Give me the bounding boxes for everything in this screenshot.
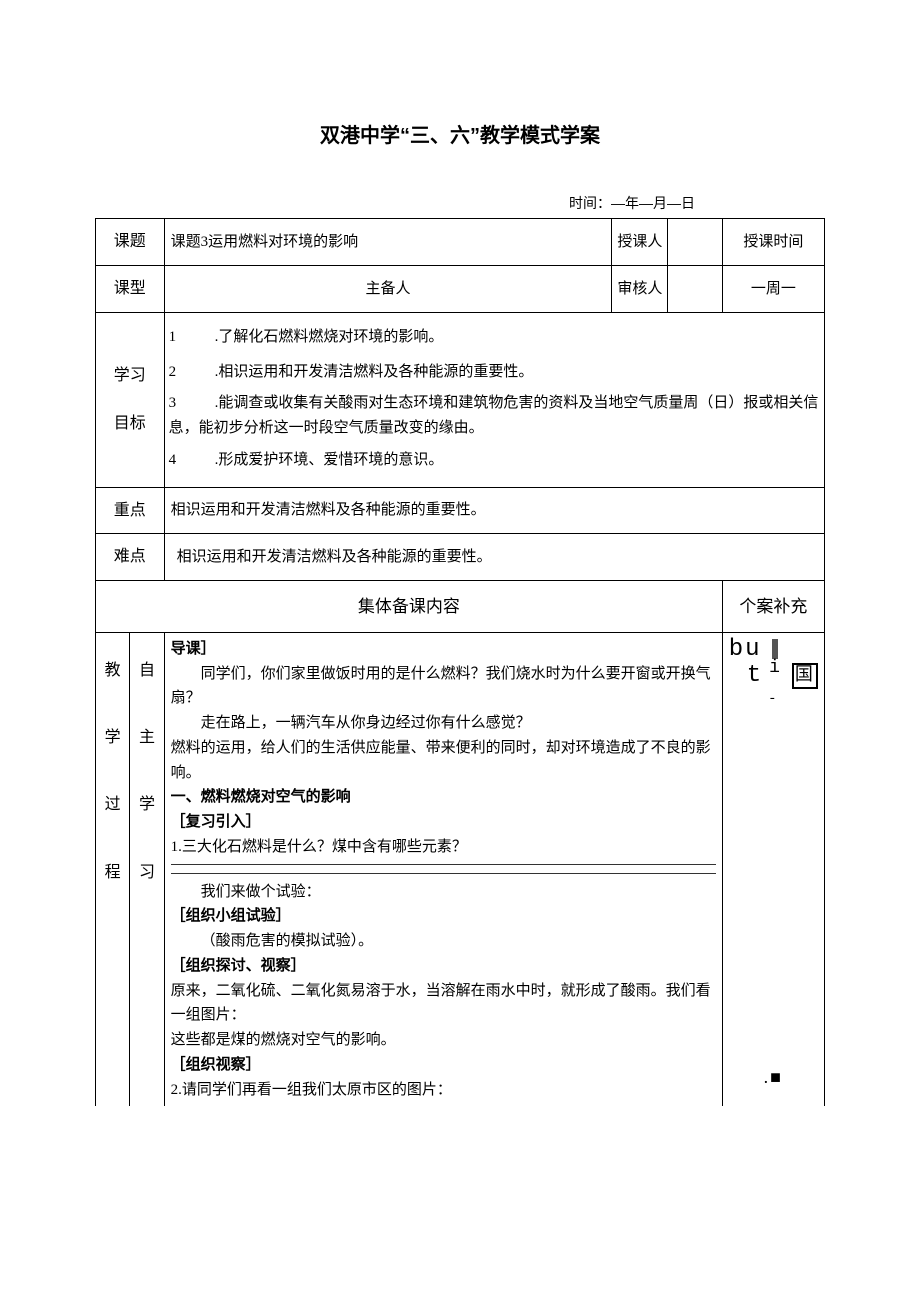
observe-q2: 2.请同学们再看一组我们太原市区的图片： bbox=[171, 1082, 452, 1098]
row-type: 课型 主备人 审核人 一周一 bbox=[96, 265, 825, 312]
dot-square-glyph: .■ bbox=[764, 1063, 783, 1092]
week-value: 一周一 bbox=[722, 265, 824, 312]
intro-header: 导课］ bbox=[171, 641, 216, 657]
topic-value: 课题3运用燃料对环境的影响 bbox=[164, 219, 612, 266]
row-section-header: 集体备课内容 个案补充 bbox=[96, 580, 825, 632]
topic-label: 课题 bbox=[96, 219, 165, 266]
intro-line2: 走在路上，一辆汽车从你身边经过你有什么感觉？ bbox=[171, 711, 716, 736]
reviewer-value bbox=[668, 265, 722, 312]
page-title: 双港中学“三、六”教学模式学案 bbox=[95, 120, 825, 152]
box-glyph: 国 bbox=[792, 663, 818, 689]
sec1-title: 一、燃料燃烧对空气的影响 bbox=[171, 789, 351, 805]
row-objectives: 学习 目标 1.了解化石燃料燃烧对环境的影响。 2.相识运用和开发清洁燃料及各种… bbox=[96, 312, 825, 487]
separator-line bbox=[171, 864, 716, 874]
exp-desc: （酸雨危害的模拟试验）。 bbox=[171, 929, 716, 954]
supplement-content: bu t i 国 - .■ bbox=[722, 632, 824, 1106]
row-content: 教 学 过 程 自 主 学 习 导课］ 同学们，你们家里做饭时用的是什么燃料？我… bbox=[96, 632, 825, 1106]
discuss-line2: 这些都是煤的燃烧对空气的影响。 bbox=[171, 1032, 396, 1048]
exp-header: ［组织小组试验］ bbox=[171, 908, 291, 924]
supp-header: 个案补充 bbox=[722, 580, 824, 632]
difficulty-label: 难点 bbox=[96, 534, 165, 581]
teacher-value bbox=[668, 219, 722, 266]
main-content: 导课］ 同学们，你们家里做饭时用的是什么燃料？我们烧水时为什么要开窗或开换气扇？… bbox=[164, 632, 722, 1106]
observe-header: ［组织视察］ bbox=[171, 1057, 261, 1073]
difficulty-text: 相识运用和开发清洁燃料及各种能源的重要性。 bbox=[164, 534, 824, 581]
intro-line1: 同学们，你们家里做饭时用的是什么燃料？我们烧水时为什么要开窗或开换气扇？ bbox=[171, 662, 716, 712]
reviewer-label: 审核人 bbox=[612, 265, 668, 312]
lesson-plan-table: 课题 课题3运用燃料对环境的影响 授课人 授课时间 课型 主备人 审核人 一周一… bbox=[95, 218, 825, 1106]
vert-right: 自 主 学 习 bbox=[130, 632, 164, 1106]
row-keypoint: 重点 相识运用和开发清洁燃料及各种能源的重要性。 bbox=[96, 487, 825, 534]
main-prep-label: 主备人 bbox=[164, 265, 612, 312]
intro-line3: 燃料的运用，给人们的生活供应能量、带来便利的同时，却对环境造成了不良的影响。 bbox=[171, 740, 711, 781]
row-topic: 课题 课题3运用燃料对环境的影响 授课人 授课时间 bbox=[96, 219, 825, 266]
keypoint-label: 重点 bbox=[96, 487, 165, 534]
review-q1: 1.三大化石燃料是什么？煤中含有哪些元素？ bbox=[171, 839, 467, 855]
review-header: ［复习引入］ bbox=[171, 814, 261, 830]
discuss-line1: 原来，二氧化硫、二氧化氮易溶于水，当溶解在雨水中时，就形成了酸雨。我们看一组图片… bbox=[171, 983, 711, 1024]
objectives-content: 1.了解化石燃料燃烧对环境的影响。 2.相识运用和开发清洁燃料及各种能源的重要性… bbox=[164, 312, 824, 487]
bar-icon bbox=[772, 639, 778, 659]
vert-left: 教 学 过 程 bbox=[96, 632, 130, 1106]
type-label: 课型 bbox=[96, 265, 165, 312]
teach-time-label: 授课时间 bbox=[722, 219, 824, 266]
objectives-label: 学习 目标 bbox=[96, 312, 165, 487]
glyph-block: bu t i 国 - bbox=[729, 637, 818, 707]
group-prep-header: 集体备课内容 bbox=[96, 580, 723, 632]
row-difficulty: 难点 相识运用和开发清洁燃料及各种能源的重要性。 bbox=[96, 534, 825, 581]
discuss-header: ［组织探讨、视察］ bbox=[171, 958, 306, 974]
keypoint-text: 相识运用和开发清洁燃料及各种能源的重要性。 bbox=[164, 487, 824, 534]
time-label: 时间：—年—月—日 bbox=[95, 192, 825, 214]
teacher-label: 授课人 bbox=[612, 219, 668, 266]
exp-intro: 我们来做个试验： bbox=[171, 880, 716, 905]
